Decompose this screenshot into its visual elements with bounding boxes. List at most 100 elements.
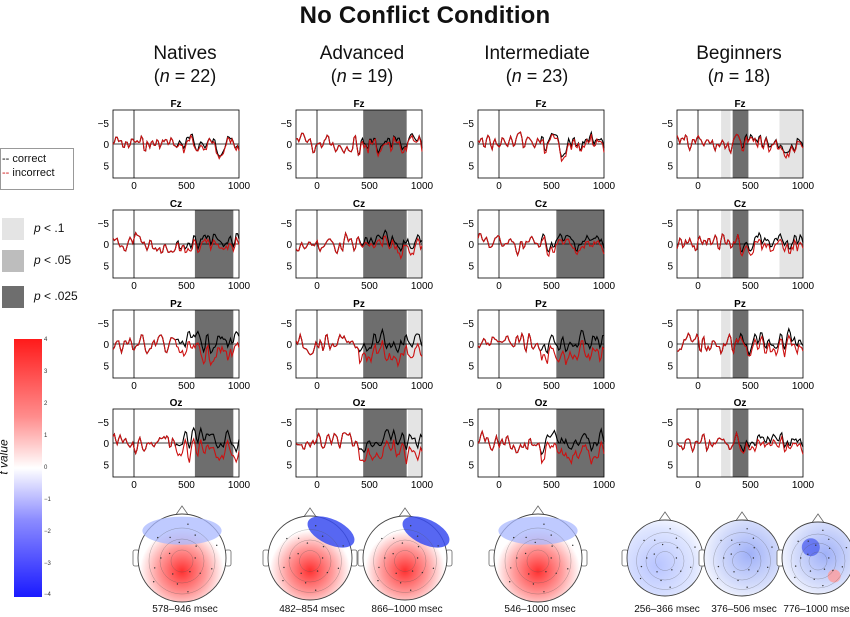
electrode-dot	[160, 557, 162, 559]
topomap-contour	[722, 541, 762, 581]
topomap-label: 776–1000 msec	[783, 604, 850, 615]
electrode-label: Pz	[734, 299, 746, 310]
group-name: Natives	[153, 43, 217, 64]
electrode-dot	[738, 543, 741, 546]
electrode-dot	[752, 537, 755, 539]
electrode-dot	[216, 544, 218, 547]
topomap-contour	[383, 539, 427, 583]
y-tick-label: 5	[286, 161, 292, 172]
group-header-beginners: Beginners (n = 18)	[664, 42, 814, 88]
x-tick-label: 1000	[228, 480, 251, 491]
electrode-label: Oz	[170, 398, 183, 409]
group-n: (n = 19)	[330, 66, 394, 86]
x-tick-label: 0	[496, 181, 502, 192]
colorbar-tick: −3	[44, 561, 51, 567]
x-tick-label: 1000	[593, 480, 616, 491]
x-tick-label: 500	[178, 480, 195, 491]
electrode-dot	[195, 545, 197, 547]
electrode-dot	[748, 569, 750, 571]
group-header-advanced: Advanced (n = 19)	[287, 42, 437, 88]
electrode-dot	[337, 567, 340, 570]
electrode-label: Oz	[535, 398, 548, 409]
y-tick-label: 0	[468, 439, 474, 450]
topomap	[698, 511, 786, 597]
electrode-dot	[640, 565, 643, 568]
electrode-dot	[757, 570, 759, 572]
x-tick-label: 0	[695, 281, 701, 292]
erp-trace-incorrect	[676, 430, 804, 455]
topomap-contour	[713, 532, 771, 590]
electrode-dot	[513, 536, 515, 539]
electrode-dot	[730, 553, 732, 555]
y-tick-label: −5	[463, 319, 475, 330]
electrode-dot	[555, 572, 557, 574]
electrode-dot	[807, 540, 809, 542]
y-tick-label: −5	[98, 319, 110, 330]
y-tick-label: 0	[286, 340, 292, 351]
topomap-contour	[636, 532, 694, 590]
electrode-dot	[690, 566, 692, 569]
x-tick-label: 1000	[593, 381, 616, 392]
x-tick-label: 1000	[228, 181, 251, 192]
electrode-dot	[395, 572, 397, 574]
y-tick-label: 5	[103, 161, 109, 172]
y-tick-label: −5	[281, 319, 293, 330]
electrode-label: Fz	[734, 99, 745, 110]
electrode-dot	[286, 537, 288, 540]
electrode-dot	[828, 538, 830, 540]
legend-frame	[0, 148, 74, 190]
x-tick-label: 0	[695, 181, 701, 192]
sig-label: p < .025	[34, 289, 78, 303]
electrode-dot	[832, 569, 834, 572]
y-tick-label: 5	[468, 460, 474, 471]
colorbar-tick: −2	[44, 529, 51, 535]
electrode-dot	[411, 570, 414, 572]
topomap	[132, 505, 232, 603]
x-tick-label: 500	[543, 381, 560, 392]
y-tick-label: −5	[281, 219, 293, 230]
erp-trace-incorrect	[295, 132, 423, 158]
topomap-contour	[799, 542, 837, 580]
topomap-head	[703, 519, 781, 597]
electrode-dot	[289, 557, 291, 559]
x-tick-label: 0	[314, 281, 320, 292]
electrode-dot	[416, 535, 419, 537]
topomap-contour	[159, 538, 205, 584]
electrode-dot	[432, 567, 435, 570]
y-tick-label: 0	[667, 439, 673, 450]
erp-trace-incorrect	[112, 432, 240, 464]
y-tick-label: 5	[103, 460, 109, 471]
electrode-dot	[416, 557, 419, 559]
electrode-dot	[646, 557, 648, 559]
topomap-contour	[526, 549, 550, 573]
electrode-dot	[543, 523, 545, 525]
y-tick-label: 5	[468, 161, 474, 172]
y-tick-label: 5	[468, 261, 474, 272]
topomap-nose	[174, 505, 190, 517]
electrode-dot	[771, 546, 773, 548]
y-tick-label: −5	[662, 319, 674, 330]
electrode-dot	[282, 579, 284, 582]
electrode-dot	[321, 557, 324, 559]
electrode-dot	[399, 582, 402, 584]
electrode-dot	[525, 536, 527, 539]
sig-swatch	[2, 286, 24, 308]
electrode-label: Fz	[170, 99, 181, 110]
topomap-nose	[657, 511, 673, 523]
sig-label: p < .05	[34, 253, 72, 267]
electrode-dot	[524, 552, 527, 555]
y-tick-label: 5	[667, 261, 673, 272]
colorbar-tick: 2	[44, 401, 48, 407]
topomap-label: 866–1000 msec	[371, 604, 443, 615]
figure-title: No Conflict Condition	[299, 2, 551, 29]
sig-label: p < .1	[34, 221, 65, 235]
topomap-head	[781, 521, 850, 595]
sig-swatch	[2, 250, 24, 272]
y-tick-label: −5	[463, 418, 475, 429]
electrode-dot	[716, 577, 719, 580]
y-tick-label: 0	[286, 240, 292, 251]
y-tick-label: 5	[103, 261, 109, 272]
erp-trace-incorrect	[477, 232, 605, 258]
electrode-dot	[545, 571, 547, 573]
